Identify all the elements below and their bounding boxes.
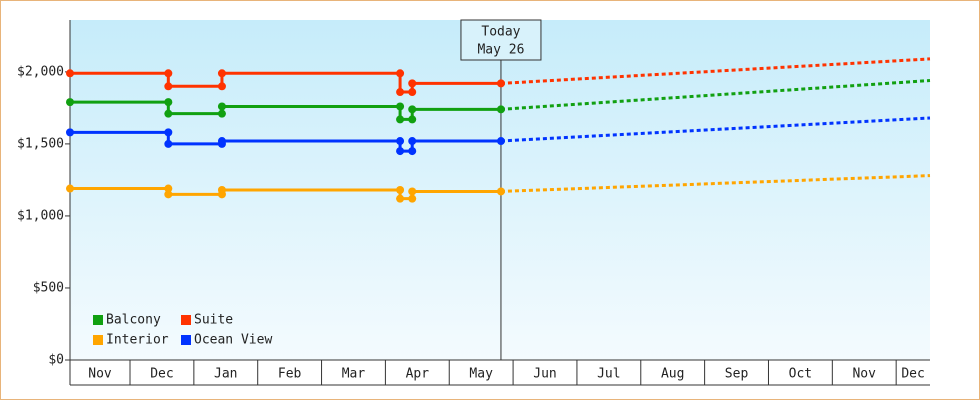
- y-tick-label: $1,500: [17, 136, 64, 151]
- legend-label: Ocean View: [194, 333, 272, 348]
- price-point: [164, 184, 173, 193]
- x-tick-label: Jul: [597, 367, 620, 382]
- x-tick-label: Nov: [852, 367, 876, 382]
- price-point: [164, 139, 173, 148]
- price-point: [66, 69, 74, 78]
- price-point: [164, 128, 173, 137]
- price-point: [396, 115, 405, 124]
- legend-label: Balcony: [106, 313, 161, 328]
- price-point: [217, 109, 226, 118]
- y-tick-label: $500: [33, 280, 64, 295]
- x-tick-label: Jun: [533, 367, 556, 382]
- x-tick-label: Jan: [214, 367, 237, 382]
- price-point: [396, 69, 405, 78]
- x-tick-label: Sep: [725, 367, 749, 382]
- legend-swatch: [181, 315, 191, 325]
- price-point: [396, 102, 405, 111]
- legend-swatch: [93, 335, 103, 345]
- price-point: [66, 184, 74, 193]
- price-point: [217, 102, 226, 111]
- price-point: [217, 186, 226, 194]
- legend-swatch: [181, 335, 191, 345]
- x-tick-label: Oct: [789, 367, 812, 382]
- price-point: [396, 147, 405, 156]
- price-point: [496, 79, 505, 88]
- price-point: [217, 137, 226, 146]
- price-point: [164, 69, 173, 78]
- legend-label: Interior: [106, 333, 169, 348]
- price-point: [164, 98, 173, 107]
- price-point: [164, 190, 173, 199]
- price-point: [408, 137, 417, 146]
- legend-label: Suite: [194, 313, 233, 328]
- price-point: [66, 128, 74, 137]
- price-point: [396, 88, 405, 97]
- x-tick-label: May: [469, 367, 493, 382]
- price-line: [70, 71, 501, 94]
- y-tick-label: $2,000: [17, 64, 64, 79]
- price-point: [396, 186, 405, 194]
- forecast-line: [500, 57, 931, 85]
- forecast-line: [500, 79, 931, 111]
- price-point: [408, 187, 417, 196]
- y-tick-label: $0: [48, 353, 64, 368]
- price-point: [408, 88, 417, 97]
- today-box: [460, 19, 542, 61]
- today-label: Today: [481, 25, 520, 40]
- price-point: [408, 105, 417, 114]
- price-point: [217, 69, 226, 78]
- price-point: [408, 79, 417, 88]
- price-point: [408, 115, 417, 124]
- x-tick-label: Feb: [278, 367, 302, 382]
- price-point: [496, 187, 505, 196]
- forecast-line: [500, 116, 931, 143]
- price-line: [70, 100, 501, 121]
- x-tick-label: Apr: [406, 367, 430, 382]
- y-tick-label: $1,000: [17, 208, 64, 223]
- price-point: [396, 194, 405, 203]
- price-point: [164, 109, 173, 118]
- price-point: [496, 105, 505, 114]
- x-tick-label: Aug: [661, 367, 684, 382]
- x-tick-label: Mar: [342, 367, 366, 382]
- price-point: [408, 147, 417, 156]
- price-point: [66, 98, 74, 107]
- price-point: [396, 137, 405, 146]
- x-tick-label: Dec: [150, 367, 173, 382]
- price-point: [408, 194, 417, 203]
- price-point: [164, 82, 173, 91]
- x-axis-band: [70, 360, 930, 385]
- today-date: May 26: [477, 43, 524, 58]
- x-tick-label: Dec: [901, 367, 924, 382]
- price-line: [70, 130, 501, 153]
- legend-swatch: [93, 315, 103, 325]
- price-point: [217, 82, 226, 91]
- x-tick-label: Nov: [88, 367, 112, 382]
- price-point: [496, 137, 505, 146]
- forecast-line: [500, 174, 931, 193]
